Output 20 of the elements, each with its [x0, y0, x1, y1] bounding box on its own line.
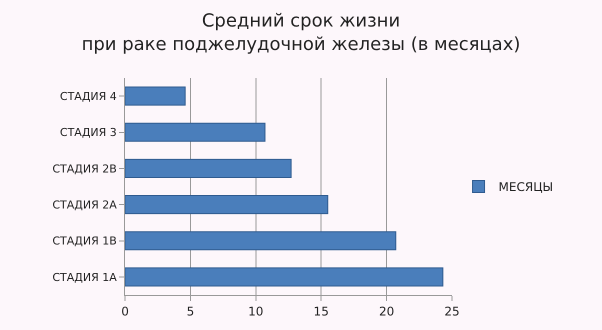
- bar: [125, 267, 444, 286]
- y-tick-label: СТАДИЯ 2A: [52, 198, 118, 212]
- y-tick-label: СТАДИЯ 4: [60, 90, 117, 103]
- x-tick-label: 10: [248, 304, 264, 318]
- bar: [125, 231, 396, 250]
- y-tick-label: СТАДИЯ 1A: [52, 270, 118, 284]
- legend-label: МЕСЯЦЫ: [498, 180, 554, 194]
- y-tick-label: СТАДИЯ 3: [60, 126, 117, 140]
- y-tick-label: СТАДИЯ 1B: [52, 234, 117, 248]
- x-tick-label: 5: [186, 304, 194, 318]
- y-tick-label: СТАДИЯ 2B: [52, 162, 117, 176]
- bar: [125, 158, 292, 178]
- x-tick-label: 15: [314, 304, 329, 318]
- x-tick-label: 20: [378, 304, 394, 318]
- x-tick-label: 0: [121, 304, 129, 318]
- x-tick-label: 25: [444, 304, 460, 318]
- bar: [125, 122, 266, 142]
- chart-title: Средний срок жизни при раке поджелудочной железы (в месяцах): [82, 10, 520, 55]
- bar: [125, 195, 328, 214]
- bar: [125, 86, 186, 106]
